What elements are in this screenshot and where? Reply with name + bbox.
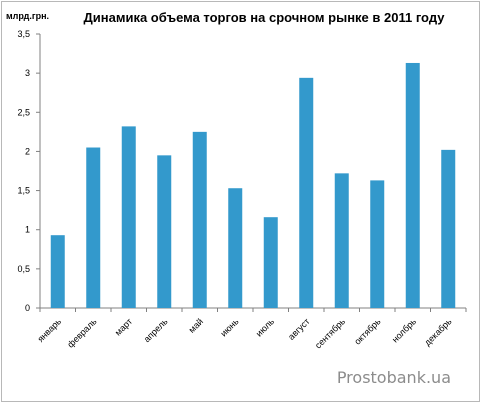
x-tick-label: сентябрь [313,316,347,350]
axes [36,33,467,312]
y-tick-label: 0,5 [17,264,30,274]
bars [50,62,456,309]
x-tick-label: август [286,316,312,342]
x-tick-label: июнь [218,316,240,338]
bar-4 [157,155,172,308]
bar-3 [121,126,136,309]
x-tick-label: январь [35,316,63,344]
watermark-prostobank: Prostobank.ua [337,368,451,387]
y-tick-label: 3,5 [17,29,30,39]
y-tick-label: 1,5 [17,186,30,196]
x-tick-label: апрель [142,316,170,344]
chart-title: Динамика объема торгов на срочном рынке … [84,10,446,25]
bar-10 [370,180,385,308]
bar-5 [192,131,207,308]
y-tick-labels: 0 0,5 1 1,5 2 2,5 3 3,5 [17,29,30,313]
bar-11 [405,62,420,308]
x-tick-label: декабрь [422,316,454,348]
y-axis-unit-label: млрд.грн. [6,11,49,21]
bar-8 [299,77,314,308]
x-tick-labels: январь февраль март апрель май июнь июль август… [35,316,453,350]
y-tick-label: 2,5 [17,107,30,117]
x-tick-label: нолбрь [390,316,418,344]
bar-6 [228,188,243,308]
bar-2 [86,147,101,308]
x-tick-label: июль [254,316,277,339]
y-tick-label: 2 [25,146,30,156]
y-tick-label: 1 [25,225,30,235]
bar-7 [263,217,278,308]
x-tick-label: май [187,316,206,335]
x-tick-label: октябрь [352,316,383,347]
y-tick-label: 3 [25,68,30,78]
y-tick-label: 0 [25,303,30,313]
bar-1 [50,235,65,308]
bar-9 [334,173,349,308]
x-tick-label: март [113,316,134,337]
x-tick-label: февраль [65,316,99,350]
bar-12 [441,149,456,308]
